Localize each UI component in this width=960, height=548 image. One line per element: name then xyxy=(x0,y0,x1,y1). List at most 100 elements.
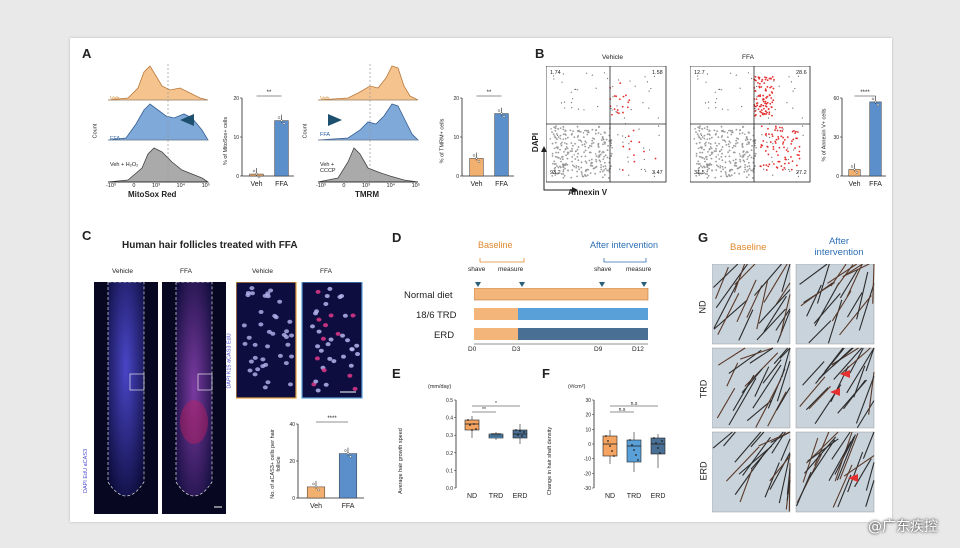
y-tick-label: 20 xyxy=(233,96,239,102)
e-unit: (mm/day) xyxy=(428,384,452,390)
tick-label-veh: Veh xyxy=(848,181,860,188)
data-point xyxy=(280,119,283,122)
zoom-cell-images xyxy=(236,282,363,399)
ffa-q-ll: 31.5 xyxy=(694,170,705,176)
y-tick-label: 0.3 xyxy=(446,433,453,439)
data-point xyxy=(475,157,478,160)
bar-ffa xyxy=(338,453,358,499)
arrow-marker xyxy=(848,474,858,482)
data-point xyxy=(499,433,501,435)
y-tick-label: 20 xyxy=(289,459,295,465)
d-day-12: D12 xyxy=(632,346,644,353)
d-timeline-bars xyxy=(474,288,649,345)
y-tick-label: 0 xyxy=(292,496,295,502)
hair-photo-trd-baseline xyxy=(712,347,791,429)
boxplot-density: -30 -20 -10 0 10 20 30 ND TRD ERD n.s n.s xyxy=(584,398,666,500)
hair-photo-erd-baseline xyxy=(712,431,791,513)
ffa-q-ur: 28.6 xyxy=(796,70,807,76)
data-point xyxy=(471,429,473,431)
ffa-q-lr: 27.2 xyxy=(796,170,807,176)
bar-ffa xyxy=(869,101,882,177)
data-point xyxy=(314,485,318,489)
data-point xyxy=(659,452,661,454)
data-point xyxy=(633,449,635,451)
data-point xyxy=(344,449,347,452)
c-vehicle-label: Vehicle xyxy=(112,268,133,275)
data-point xyxy=(472,154,476,157)
arrow-marker xyxy=(830,388,840,396)
bar-chart-mitosox: Veh FFA 0 10 20 ** xyxy=(233,90,294,188)
y-tick-label: 0.5 xyxy=(446,398,453,404)
sig-label: ** xyxy=(482,407,486,413)
d-row-trd: 18/6 TRD xyxy=(416,310,457,321)
panel-label-a: A xyxy=(82,46,92,61)
data-point xyxy=(517,434,519,436)
panel-label-f: F xyxy=(542,366,550,381)
data-point xyxy=(255,172,258,176)
y-tick-label: 0.1 xyxy=(446,468,453,474)
y-tick-label: 0 xyxy=(236,174,239,180)
data-point xyxy=(850,165,854,168)
y-tick-label: 10 xyxy=(585,427,591,433)
data-point xyxy=(657,447,659,449)
c-vehicle-zoom-label: Vehicle xyxy=(252,268,273,275)
hair-photo-erd-after xyxy=(795,431,875,513)
flow-vehicle-title: Vehicle xyxy=(602,54,623,61)
data-point xyxy=(500,112,503,115)
axis-arrows xyxy=(541,146,578,193)
dot-cloud xyxy=(549,72,660,179)
data-point xyxy=(629,439,631,441)
flow-plot-ffa xyxy=(690,66,811,183)
d-after-label: After intervention xyxy=(590,240,659,250)
data-point xyxy=(469,424,471,426)
tick-label-erd: ERD xyxy=(513,493,528,500)
y-tick-label: -10 xyxy=(584,457,591,463)
data-point xyxy=(635,454,637,456)
g-after-label: After intervention xyxy=(814,236,864,258)
data-point xyxy=(491,433,493,435)
tick-label-ffa: FFA xyxy=(495,181,508,188)
data-point xyxy=(613,455,615,457)
panel-label-d: D xyxy=(392,230,402,245)
bar-ffa xyxy=(274,120,289,177)
dot-cloud xyxy=(693,72,804,179)
data-point xyxy=(661,440,663,442)
d-row-erd: ERD xyxy=(434,330,455,341)
y-tick-label: 20 xyxy=(585,413,591,419)
data-point xyxy=(655,442,657,444)
hist1-count-label: Count xyxy=(92,123,99,139)
hist1-ctrl-label: Veh + H₂O₂ xyxy=(110,162,139,168)
data-point xyxy=(497,433,499,435)
y-tick-label: 10 xyxy=(233,135,239,141)
y-tick-label: -30 xyxy=(584,486,591,492)
data-point xyxy=(502,115,506,118)
histogram-tmrm xyxy=(317,64,419,183)
annexin-axis-label: Annexin V xyxy=(568,188,608,197)
tick-label-ffa: FFA xyxy=(342,503,355,510)
bar-ffa xyxy=(494,113,509,177)
sig-label: * xyxy=(495,401,497,407)
data-point xyxy=(521,435,523,437)
data-point xyxy=(495,433,497,435)
f-unit: (#/cm²) xyxy=(568,384,586,390)
ffa-q-ul: 12.7 xyxy=(694,70,705,76)
bar2-ylabel: % of TMRM+ cells xyxy=(439,118,446,164)
bar-chart-tmrm: Veh FFA 0 10 20 ** xyxy=(453,90,514,188)
d-brackets xyxy=(475,258,647,287)
g-baseline-label: Baseline xyxy=(730,242,767,253)
y-tick-label: 0.2 xyxy=(446,451,453,457)
d-day-3: D3 xyxy=(512,346,521,353)
y-tick-label: 20 xyxy=(453,96,459,102)
data-point xyxy=(252,169,256,173)
c-stain2-label: DAPI K15 aCAS3 EdU xyxy=(226,333,233,389)
sig-label: ** xyxy=(487,90,492,96)
f-ylabel: Change in hair shaft density xyxy=(547,426,554,496)
tick-label-veh: Veh xyxy=(250,181,262,188)
veh-q-lr: 3.47 xyxy=(652,170,663,176)
vehicle-zoom-image xyxy=(236,282,297,399)
g-row-trd: TRD xyxy=(698,379,709,399)
c-ffa-zoom-label: FFA xyxy=(320,268,332,275)
data-point xyxy=(607,440,609,442)
data-point xyxy=(515,429,517,431)
d-measure-2: measure xyxy=(626,266,652,273)
